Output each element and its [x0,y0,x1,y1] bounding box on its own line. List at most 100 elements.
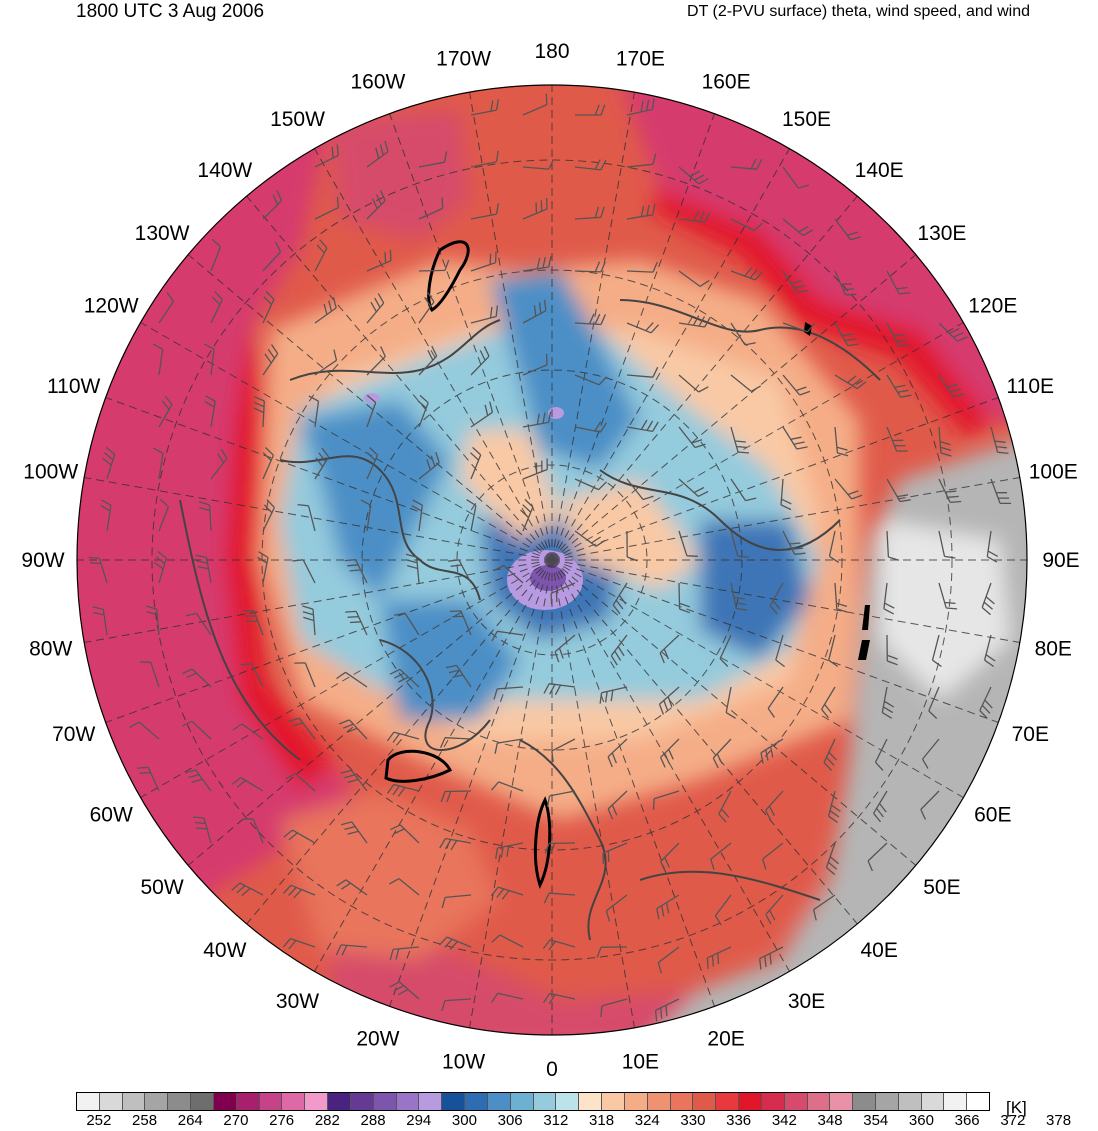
colorbar-swatch [807,1093,831,1110]
colorbar: 252 258 264 270 276 282 288 294 300 306 312 318 324 3… [76,1092,1071,1130]
wind-barb [730,478,757,502]
wind-barb [152,447,164,480]
wind-barb [730,374,762,392]
meridian [551,148,790,561]
wind-barb [386,783,420,797]
wind-barb [626,530,638,562]
wind-barb [336,671,368,688]
wind-barb [262,499,275,532]
meridian [551,92,635,561]
wind-barb [931,634,942,668]
wind-barb [338,719,368,740]
wind-barb [366,293,385,324]
wind-barb [335,944,368,956]
wind-barb [874,738,888,771]
wind-barb [366,249,392,272]
wind-barb [886,374,912,398]
wind-barb [210,238,222,272]
meridian [551,195,858,561]
wind-barb [550,582,576,605]
wind-barb [418,345,438,376]
wind-barb [262,447,274,480]
longitude-labels: 180 170E 160E 150E 140E 130E 120E 110E 100E 90E 80… [21,40,1079,1081]
colorbar-swatch [282,1093,306,1110]
wind-barb [678,478,709,497]
colorbar-swatch [168,1093,192,1110]
wind-barb [678,166,709,185]
meridian [469,559,553,1028]
colorbar-tick-label: 366 [954,1112,980,1129]
wind-barb [283,829,316,844]
wind-barb [490,781,524,792]
wind-barb [285,773,316,792]
wind-barb [231,777,264,792]
wind-barb [867,842,888,872]
wind-barb [522,458,548,480]
wind-barb [678,270,710,287]
wind-barb [366,190,386,220]
wind-barb [986,530,999,563]
wind-barb [282,937,316,950]
meridian [246,559,553,925]
wind-barb [834,426,849,457]
meridian [187,559,553,866]
wind-barb [182,668,212,688]
wind-barb [782,270,809,294]
longitude-label: 60W [90,804,133,827]
longitude-label: 60E [974,804,1011,827]
wind-barb [522,353,548,376]
meridian [551,113,715,561]
meridian [314,148,553,561]
colorbar-tick-labels: 252 258 264 270 276 282 288 294 300 306 312 318 324 3… [76,1111,1071,1130]
meridian [551,254,917,561]
wind-barb [490,886,524,900]
wind-barb [129,721,160,740]
longitude-label: 80W [29,637,72,660]
atlantic-trough [380,600,520,720]
colorbar-swatch [533,1093,557,1110]
meridian [84,477,553,561]
longitude-label: 140W [197,159,252,182]
wind-barb [678,582,691,614]
wind-barb [345,610,368,636]
european-jet [620,830,820,960]
wind-barb [282,884,316,899]
wind-barb [938,322,968,342]
wind-barb [652,790,680,810]
colorbar-swatch [579,1093,603,1110]
wind-barb [610,634,628,666]
wind-barb [185,612,212,636]
wind-barb [493,564,524,584]
polar-map: 180 170E 160E 150E 140E 130E 120E 110E 100E 90E 80… [21,40,1079,1081]
longitude-label: 90W [21,549,64,572]
meridian [551,559,1020,643]
wind-barb [240,662,264,688]
wind-barb [828,634,839,668]
longitude-label: 100E [1029,461,1078,484]
wind-barb [761,842,784,870]
wind-barb [775,634,785,668]
wind-barb [418,259,450,272]
colorbar-swatch [624,1093,648,1110]
wind-barb [765,894,784,925]
wind-barb [158,498,170,532]
wind-barb [574,206,605,220]
meridian [469,92,553,561]
wind-barb [242,818,264,844]
longitude-label: 30W [276,990,319,1013]
wind-barb [522,197,548,220]
wind-barb [262,190,283,220]
wind-barb [678,374,709,393]
meridian [389,113,553,561]
longitude-label: 130W [135,222,190,245]
colorbar-tick-label: 342 [771,1112,797,1129]
wind-barb [782,218,813,237]
latitude-circle [151,159,953,961]
wind-barb [834,478,863,500]
wind-barb [522,158,555,170]
wind-barb [605,894,628,922]
wind-barb [262,241,282,272]
wind-barb [928,686,940,719]
wind-barb [938,374,965,398]
colorbar-swatches [76,1092,990,1111]
